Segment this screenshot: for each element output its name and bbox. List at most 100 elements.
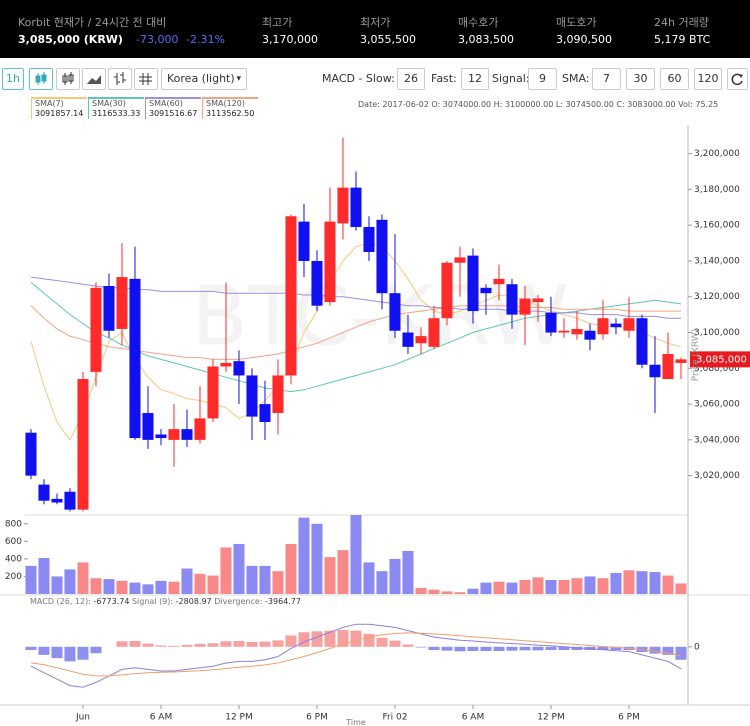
legend-name: SMA(120): [206, 99, 245, 108]
macd-value: -6773.74: [93, 597, 130, 606]
macd-histogram-bar: [402, 644, 414, 647]
candle-body: [181, 429, 193, 440]
macd-histogram-bar: [597, 646, 609, 651]
candle-body: [168, 429, 180, 440]
volume-bar: [324, 557, 336, 594]
slow-input[interactable]: 26: [397, 68, 425, 90]
volume-bar: [220, 547, 232, 594]
volume-bar: [597, 578, 609, 594]
stat-value: 5,179 BTC: [654, 33, 711, 46]
divergence-label: Divergence:: [214, 597, 263, 606]
candle-body: [259, 404, 271, 422]
macd-line: [30, 623, 682, 688]
current-price: 3,085,000 (KRW): [18, 33, 123, 46]
candle-body: [25, 432, 37, 476]
area-chart-button[interactable]: [82, 68, 106, 90]
macd-histogram-bar: [571, 646, 583, 651]
volume-bar: [558, 579, 570, 594]
candle-body: [129, 278, 141, 439]
candle-body: [428, 318, 440, 347]
ohlc-chart-button[interactable]: [56, 68, 80, 90]
x-tick-label: 6 AM: [150, 713, 173, 723]
macd-histogram-bar: [493, 646, 505, 652]
macd-histogram-bar: [64, 646, 76, 662]
macd-histogram-bar: [168, 645, 180, 647]
icon: [35, 72, 47, 85]
volume-bar: [636, 571, 648, 594]
icon: [87, 75, 101, 84]
volume-bar: [298, 517, 310, 594]
volume-bar: [662, 575, 674, 594]
macd-histogram-bar: [311, 631, 323, 647]
macd-label: MACD - Slow:: [322, 72, 395, 85]
macd-histogram-bar: [324, 630, 336, 647]
caret: ▾: [236, 74, 241, 84]
ticker-title: Korbit 현재가 / 24시간 전 대비: [18, 16, 167, 29]
volume-bar: [532, 577, 544, 594]
volume-bar: [363, 562, 375, 594]
stat-value: 3,090,500: [556, 33, 612, 46]
candle-body: [51, 498, 63, 503]
signal-input[interactable]: 9: [528, 68, 557, 90]
volume-bar: [207, 575, 219, 594]
volume-bar: [493, 581, 505, 594]
legend-value: 3116533.33: [92, 109, 141, 118]
price-marker-label: 3,085,000: [696, 354, 747, 365]
legend-name: SMA(7): [35, 99, 64, 108]
candle-body: [285, 216, 297, 376]
icon: [139, 73, 152, 85]
volume-bar: [480, 582, 492, 594]
candle-body: [103, 286, 115, 331]
volume-bar: [350, 515, 362, 594]
candle-body: [467, 255, 479, 312]
macd-histogram-bar: [350, 630, 362, 647]
candle-body: [649, 364, 661, 378]
grid-button[interactable]: [134, 68, 158, 90]
theme-value: Korea (light): [167, 72, 235, 85]
candle-body: [493, 278, 505, 285]
y-tick-label: 3,200,000: [694, 149, 740, 159]
macd-histogram-bar: [337, 629, 349, 647]
y-tick-label: 3,080,000: [694, 364, 740, 374]
volume-bar: [194, 573, 206, 594]
candle-body: [389, 293, 401, 331]
volume-bar: [545, 579, 557, 594]
x-tick-label: 6 PM: [306, 713, 328, 723]
candle-body: [597, 318, 609, 335]
macd-histogram-bar: [415, 646, 427, 648]
volume-bar: [337, 550, 349, 594]
macd-histogram-bar: [285, 635, 297, 647]
sma-legend: SMA(120) 3113562.50: [202, 97, 258, 119]
macd-histogram-bar: [428, 646, 440, 651]
bar-chart-button[interactable]: [108, 68, 132, 90]
volume-tick-label: 600: [5, 537, 22, 547]
refresh-button[interactable]: [727, 68, 748, 90]
macd-histogram-bar: [662, 646, 674, 655]
candle-body: [220, 362, 232, 367]
candle-body: [311, 260, 323, 306]
signal-line: [30, 632, 682, 677]
interval-button[interactable]: 1h: [2, 68, 24, 90]
candle-body: [272, 375, 284, 414]
macd-histogram-bar: [441, 646, 453, 651]
candle-body: [246, 375, 258, 417]
sma-input[interactable]: 30: [626, 68, 655, 90]
sma-label: SMA:: [562, 72, 590, 85]
fast-input[interactable]: 12: [461, 68, 489, 90]
sma-legend: SMA(30) 3116533.33: [88, 97, 144, 119]
sma-input[interactable]: 120: [694, 68, 722, 90]
candle-chart-button[interactable]: [29, 68, 53, 90]
candle-body: [636, 318, 648, 365]
stat-label: 24h 거래량: [654, 16, 709, 29]
sma-input[interactable]: 7: [592, 68, 621, 90]
theme-select[interactable]: Korea (light) ▾: [161, 68, 247, 90]
candle-body: [337, 187, 349, 224]
macd-histogram-bar: [246, 641, 258, 647]
y-tick-label: 3,140,000: [694, 256, 740, 266]
sma-input[interactable]: 60: [660, 68, 689, 90]
legend-name: SMA(60): [149, 99, 183, 108]
macd-label: MACD (26, 12):: [30, 597, 91, 606]
volume-bar: [454, 592, 466, 594]
macd-histogram-bar: [298, 632, 310, 647]
signal-value: -2808.97: [175, 597, 212, 606]
